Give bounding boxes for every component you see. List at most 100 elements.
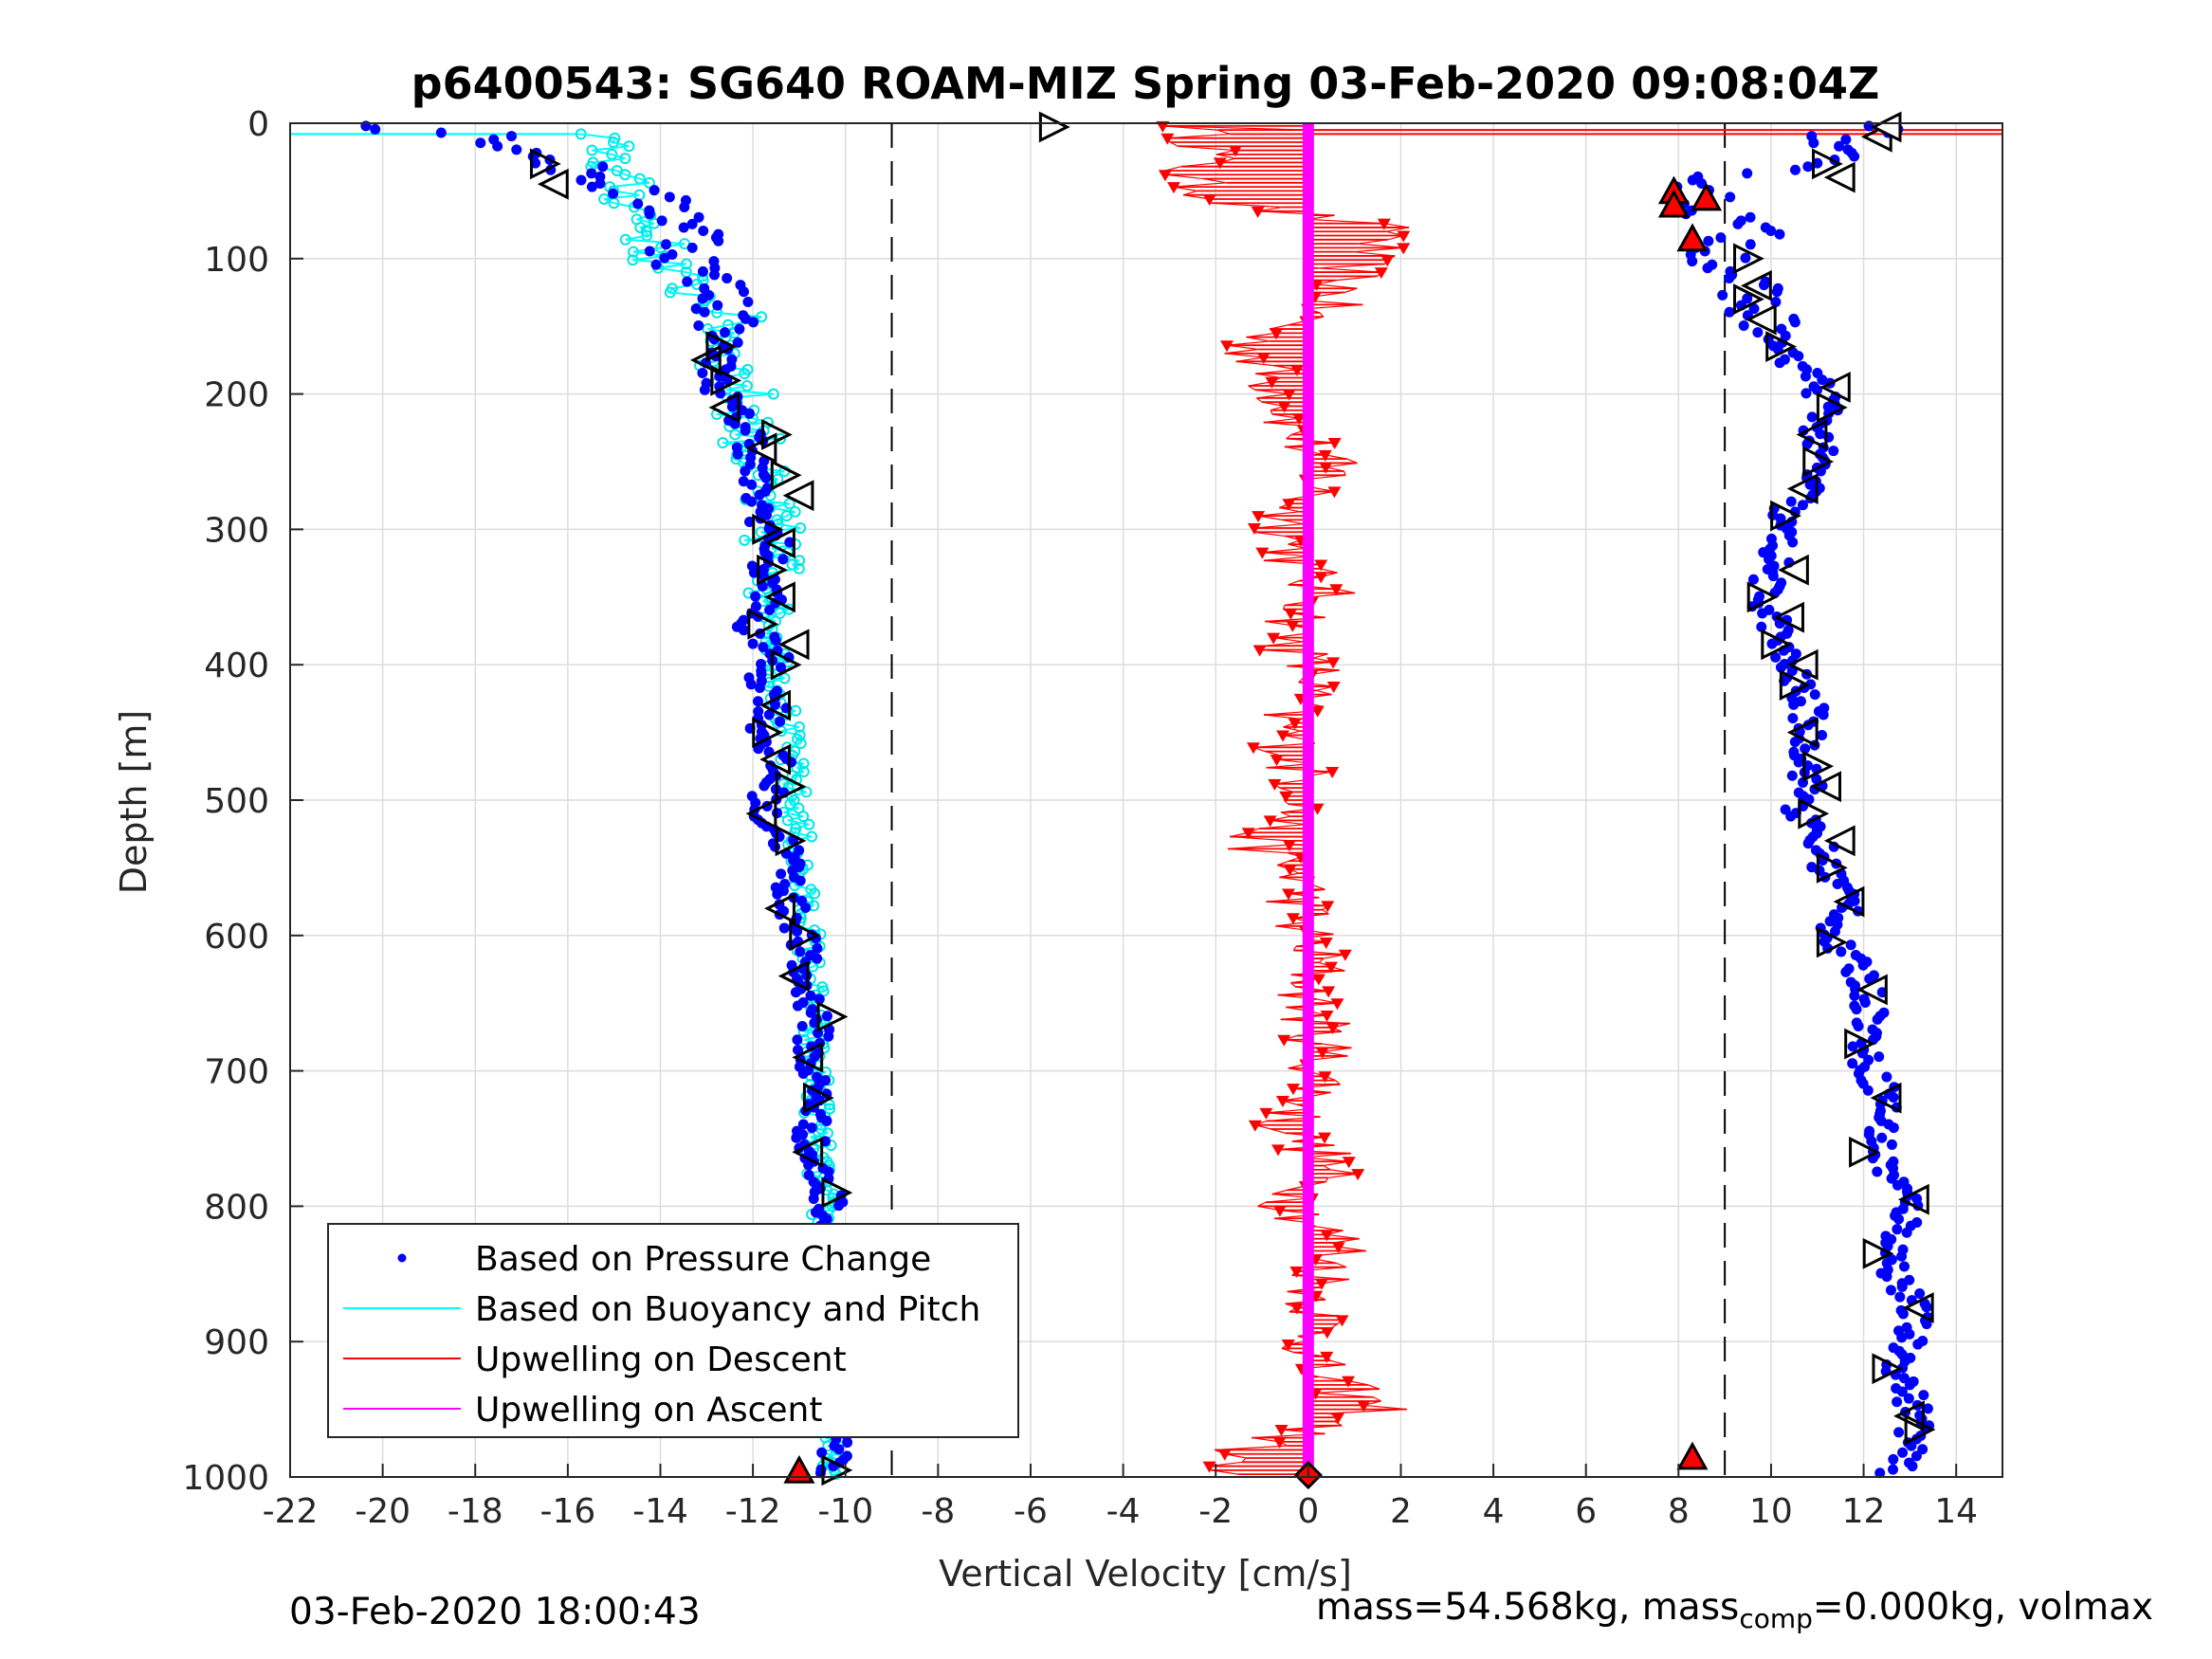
pressure-dot-ascent: [1725, 191, 1736, 203]
pressure-dot-ascent: [1892, 1224, 1903, 1235]
upwelling-descent-marker: [1251, 206, 1265, 218]
upwelling-descent-link: [1308, 1055, 1348, 1061]
upwelling-descent-link: [1203, 177, 1227, 184]
pressure-dot-ascent: [1752, 327, 1764, 338]
pressure-dot-ascent: [1892, 1179, 1903, 1191]
upwelling-descent-link: [1162, 125, 1217, 131]
pressure-dot-ascent: [1834, 140, 1845, 152]
pressure-dot-descent: [644, 209, 655, 220]
pressure-dot-ascent: [1874, 1468, 1886, 1479]
upwelling-descent-link: [1322, 1047, 1352, 1053]
ascent-triangle-marker: [1802, 446, 1835, 478]
upwelling-descent-link: [1346, 458, 1358, 464]
pressure-dot-ascent: [1732, 218, 1744, 229]
upwelling-descent-link: [1323, 1160, 1349, 1167]
red-triangle-marker: [783, 1454, 815, 1484]
red-triangle-marker: [1676, 223, 1709, 252]
pressure-dot-descent: [772, 888, 783, 900]
upwelling-descent-link: [1336, 588, 1356, 594]
buoyancy-pitch-segment: [604, 193, 640, 200]
upwelling-descent-link: [1314, 291, 1345, 298]
ascent-triangle-marker: [1816, 926, 1848, 958]
buoyancy-pitch-segment: [636, 218, 655, 225]
pressure-dot-descent: [740, 425, 751, 436]
pressure-dot-ascent: [1892, 1396, 1903, 1408]
buoyancy-pitch-segment: [787, 815, 804, 822]
upwelling-descent-link: [1292, 945, 1297, 951]
upwelling-descent-link: [1216, 149, 1236, 155]
upwelling-descent-link: [1254, 1124, 1271, 1130]
x-tick-label: 10: [1749, 1492, 1793, 1531]
pressure-dot-ascent: [1703, 235, 1714, 246]
upwelling-descent-link: [1308, 218, 1384, 225]
descent-triangle-marker: [782, 480, 814, 512]
pressure-dot-ascent: [1802, 161, 1814, 173]
upwelling-descent-link: [1278, 1148, 1351, 1155]
pressure-dot-descent: [776, 868, 787, 880]
buoyancy-pitch-point: [598, 192, 611, 205]
ascent-triangle-marker: [1798, 797, 1830, 830]
pressure-dot-ascent: [1917, 1444, 1929, 1455]
pressure-dot-descent: [726, 401, 738, 412]
pressure-dot-descent: [664, 191, 675, 203]
upwelling-descent-link: [1282, 605, 1286, 610]
upwelling-descent-link: [1263, 417, 1300, 424]
pressure-dot-descent: [746, 479, 758, 490]
upwelling-descent-link: [1178, 145, 1236, 152]
ascent-triangle-marker: [1765, 331, 1798, 363]
pressure-dot-ascent: [1766, 638, 1778, 649]
buoyancy-pitch-point: [795, 738, 807, 750]
pressure-dot-descent: [697, 293, 708, 304]
pressure-dot-descent: [650, 259, 662, 270]
pressure-dot-descent: [597, 161, 609, 173]
upwelling-descent-marker: [1282, 888, 1296, 901]
upwelling-descent-marker: [1320, 1230, 1334, 1242]
upwelling-descent-marker: [1321, 901, 1335, 913]
upwelling-descent-link: [1321, 1278, 1349, 1285]
upwelling-descent-link: [1292, 1084, 1341, 1089]
x-tick-label: -8: [921, 1492, 955, 1531]
upwelling-descent-link: [1230, 835, 1289, 842]
upwelling-descent-marker: [1213, 157, 1227, 170]
pressure-dot-descent: [656, 215, 667, 227]
upwelling-descent-link: [1257, 515, 1283, 520]
descent-triangle-marker: [777, 629, 810, 661]
ascent-triangle-marker: [1802, 750, 1835, 782]
upwelling-descent-link: [1252, 531, 1286, 538]
pressure-dot-descent: [790, 987, 801, 998]
pressure-dot-ascent: [1687, 174, 1698, 186]
pressure-dot-ascent: [1912, 1339, 1924, 1350]
ascent-triangle-marker: [1812, 148, 1843, 180]
pressure-dot-ascent: [1747, 574, 1759, 585]
upwelling-descent-link: [1279, 502, 1289, 509]
buoyancy-pitch-segment: [787, 819, 810, 826]
pressure-dot-ascent: [1809, 689, 1820, 701]
pressure-dot-ascent: [1774, 228, 1785, 240]
upwelling-descent-link: [1315, 1388, 1380, 1395]
upwelling-descent-link: [1182, 194, 1210, 200]
upwelling-descent-link: [1273, 632, 1306, 639]
upwelling-descent-marker: [1270, 755, 1284, 767]
pressure-dot-descent: [833, 1444, 845, 1455]
upwelling-descent-marker: [1166, 182, 1180, 194]
pressure-dot-ascent: [1696, 178, 1708, 190]
pressure-dot-descent: [772, 808, 783, 819]
upwelling-descent-marker: [1286, 1084, 1300, 1096]
pressure-dot-descent: [760, 472, 772, 483]
pressure-dot-descent: [814, 994, 825, 1005]
upwelling-descent-link: [1377, 271, 1382, 277]
pressure-dot-ascent: [1872, 1166, 1883, 1177]
pressure-dot-ascent: [1724, 306, 1735, 318]
upwelling-descent-link: [1166, 137, 1171, 143]
ascent-triangle-marker: [1833, 885, 1865, 918]
pressure-dot-descent: [759, 780, 770, 792]
upwelling-descent-link: [1266, 767, 1333, 773]
pressure-dot-ascent: [1770, 296, 1782, 307]
pressure-dot-descent: [758, 642, 769, 653]
upwelling-descent-link: [1336, 1262, 1346, 1268]
upwelling-descent-link: [1334, 1420, 1343, 1427]
x-tick-label: 8: [1668, 1492, 1690, 1531]
upwelling-descent-link: [1288, 539, 1302, 545]
buoyancy-pitch-point: [778, 672, 791, 684]
pressure-dot-ascent: [1874, 1051, 1885, 1063]
